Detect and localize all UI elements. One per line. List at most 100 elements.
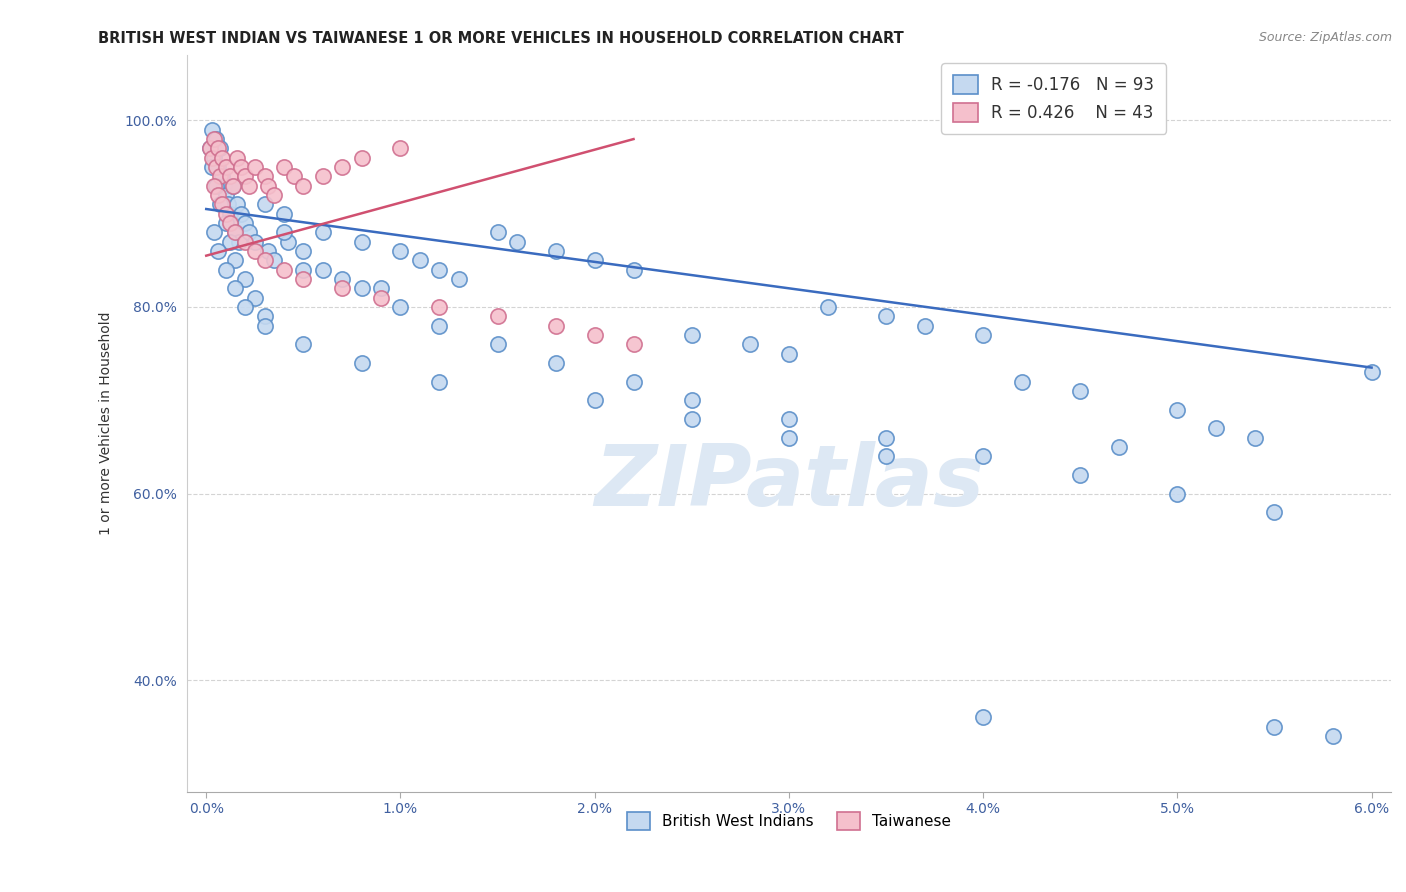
Point bbox=[623, 375, 645, 389]
Point bbox=[681, 412, 703, 426]
Point bbox=[312, 169, 335, 184]
Point bbox=[427, 300, 450, 314]
Point bbox=[263, 188, 285, 202]
Point bbox=[312, 225, 335, 239]
Point bbox=[681, 327, 703, 342]
Point bbox=[198, 141, 221, 155]
Point bbox=[447, 272, 470, 286]
Point bbox=[211, 151, 233, 165]
Point bbox=[389, 244, 412, 258]
Point bbox=[583, 327, 606, 342]
Point bbox=[292, 272, 315, 286]
Point bbox=[292, 178, 315, 193]
Point bbox=[1322, 729, 1344, 743]
Point bbox=[486, 310, 509, 324]
Point bbox=[208, 141, 231, 155]
Point bbox=[253, 310, 276, 324]
Point bbox=[389, 300, 412, 314]
Point bbox=[202, 151, 225, 165]
Point bbox=[330, 281, 353, 295]
Point bbox=[544, 318, 567, 333]
Point bbox=[218, 169, 240, 184]
Point bbox=[972, 710, 994, 724]
Point bbox=[243, 235, 266, 249]
Point bbox=[273, 207, 295, 221]
Point bbox=[1205, 421, 1227, 435]
Point bbox=[738, 337, 761, 351]
Point bbox=[205, 178, 228, 193]
Point bbox=[427, 262, 450, 277]
Text: BRITISH WEST INDIAN VS TAIWANESE 1 OR MORE VEHICLES IN HOUSEHOLD CORRELATION CHA: BRITISH WEST INDIAN VS TAIWANESE 1 OR MO… bbox=[98, 31, 904, 46]
Point bbox=[1166, 402, 1188, 417]
Point bbox=[292, 262, 315, 277]
Point bbox=[409, 253, 432, 268]
Point bbox=[257, 178, 280, 193]
Point bbox=[217, 197, 239, 211]
Point bbox=[778, 412, 800, 426]
Point bbox=[263, 253, 285, 268]
Point bbox=[224, 225, 246, 239]
Point bbox=[214, 207, 236, 221]
Point bbox=[222, 178, 245, 193]
Point bbox=[427, 375, 450, 389]
Point bbox=[224, 281, 246, 295]
Point bbox=[207, 244, 229, 258]
Point bbox=[681, 393, 703, 408]
Point bbox=[233, 235, 256, 249]
Point bbox=[350, 151, 373, 165]
Point bbox=[201, 122, 224, 136]
Point bbox=[583, 393, 606, 408]
Point bbox=[273, 225, 295, 239]
Point bbox=[238, 225, 260, 239]
Point bbox=[231, 160, 253, 174]
Point bbox=[875, 431, 897, 445]
Point bbox=[1263, 505, 1285, 519]
Point bbox=[257, 244, 280, 258]
Point bbox=[224, 225, 246, 239]
Text: Source: ZipAtlas.com: Source: ZipAtlas.com bbox=[1258, 31, 1392, 45]
Point bbox=[208, 169, 231, 184]
Point bbox=[283, 169, 305, 184]
Point bbox=[221, 216, 243, 230]
Point bbox=[238, 178, 260, 193]
Point bbox=[202, 225, 225, 239]
Point bbox=[350, 235, 373, 249]
Point bbox=[218, 207, 240, 221]
Legend: British West Indians, Taiwanese: British West Indians, Taiwanese bbox=[621, 806, 957, 836]
Point bbox=[506, 235, 529, 249]
Point bbox=[211, 197, 233, 211]
Point bbox=[389, 141, 412, 155]
Point bbox=[972, 449, 994, 463]
Point bbox=[778, 346, 800, 360]
Point bbox=[1011, 375, 1033, 389]
Point bbox=[427, 318, 450, 333]
Point bbox=[205, 160, 228, 174]
Point bbox=[202, 178, 225, 193]
Point bbox=[228, 235, 250, 249]
Point bbox=[243, 291, 266, 305]
Point bbox=[218, 235, 240, 249]
Point bbox=[214, 262, 236, 277]
Point bbox=[350, 281, 373, 295]
Point bbox=[253, 253, 276, 268]
Point bbox=[231, 207, 253, 221]
Point bbox=[207, 141, 229, 155]
Point bbox=[253, 318, 276, 333]
Point bbox=[208, 197, 231, 211]
Point bbox=[226, 151, 249, 165]
Point bbox=[233, 216, 256, 230]
Point bbox=[214, 160, 236, 174]
Point bbox=[243, 244, 266, 258]
Point bbox=[875, 310, 897, 324]
Point bbox=[914, 318, 936, 333]
Point bbox=[214, 188, 236, 202]
Point bbox=[292, 337, 315, 351]
Point bbox=[233, 169, 256, 184]
Point bbox=[370, 291, 392, 305]
Point bbox=[370, 281, 392, 295]
Point bbox=[222, 178, 245, 193]
Point bbox=[623, 337, 645, 351]
Point bbox=[201, 151, 224, 165]
Point bbox=[544, 356, 567, 370]
Point bbox=[207, 188, 229, 202]
